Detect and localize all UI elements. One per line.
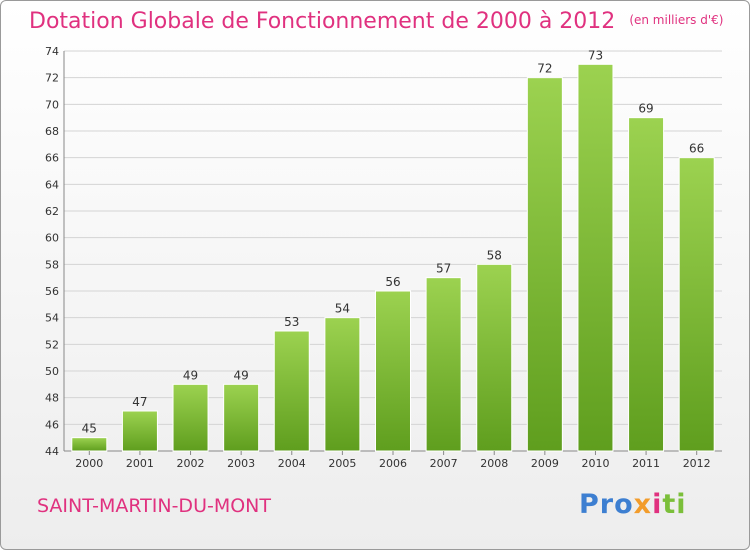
y-tick-label: 74 bbox=[45, 45, 59, 58]
bar-2002 bbox=[172, 383, 209, 452]
proxiti-logo: Proxiti bbox=[579, 489, 687, 520]
y-tick-label: 72 bbox=[45, 72, 59, 85]
y-tick-label: 60 bbox=[45, 232, 59, 245]
x-tick-label: 2011 bbox=[632, 457, 660, 470]
data-label-2004: 53 bbox=[284, 315, 299, 329]
bar-2006 bbox=[375, 290, 411, 452]
chart-title-text: Dotation Globale de Fonctionnement de 20… bbox=[29, 9, 616, 34]
chart-subtitle: (en milliers d'€) bbox=[629, 13, 724, 27]
y-tick-label: 58 bbox=[45, 258, 59, 271]
x-tick-label: 2001 bbox=[126, 457, 154, 470]
y-tick-label: 64 bbox=[45, 178, 59, 191]
bar-2012 bbox=[678, 157, 715, 452]
y-tick-label: 70 bbox=[45, 98, 59, 111]
y-tick-label: 52 bbox=[45, 338, 59, 351]
x-tick-label: 2010 bbox=[581, 457, 609, 470]
data-label-2006: 56 bbox=[385, 275, 400, 289]
place-name: SAINT-MARTIN-DU-MONT bbox=[37, 495, 271, 517]
bar-2000 bbox=[71, 437, 108, 452]
data-label-2009: 72 bbox=[537, 62, 552, 76]
data-label-2005: 54 bbox=[335, 302, 350, 316]
y-tick-label: 44 bbox=[45, 445, 59, 458]
x-tick-label: 2012 bbox=[683, 457, 711, 470]
bar-2008 bbox=[476, 263, 513, 452]
data-label-2011: 69 bbox=[638, 102, 653, 116]
bar-2004 bbox=[273, 330, 310, 452]
y-tick-label: 62 bbox=[45, 205, 59, 218]
data-label-2012: 66 bbox=[689, 142, 704, 156]
x-tick-label: 2008 bbox=[480, 457, 508, 470]
x-tick-label: 2003 bbox=[227, 457, 255, 470]
data-label-2010: 73 bbox=[588, 48, 603, 62]
bar-2001 bbox=[121, 410, 158, 452]
y-tick-label: 46 bbox=[45, 418, 59, 431]
x-tick-label: 2005 bbox=[328, 457, 356, 470]
data-label-2002: 49 bbox=[183, 368, 198, 382]
data-label-2008: 58 bbox=[487, 248, 502, 262]
data-label-2007: 57 bbox=[436, 262, 451, 276]
y-tick-label: 50 bbox=[45, 365, 59, 378]
bar-2009 bbox=[526, 77, 563, 452]
x-tick-label: 2002 bbox=[177, 457, 205, 470]
y-tick-label: 54 bbox=[45, 312, 59, 325]
data-label-2003: 49 bbox=[234, 368, 249, 382]
chart-title: Dotation Globale de Fonctionnement de 20… bbox=[29, 9, 723, 34]
bar-2005 bbox=[324, 317, 361, 452]
bars bbox=[71, 63, 715, 452]
y-tick-label: 48 bbox=[45, 392, 59, 405]
x-tick-label: 2004 bbox=[278, 457, 306, 470]
y-tick-label: 68 bbox=[45, 125, 59, 138]
bar-2010 bbox=[577, 63, 614, 452]
bar-2003 bbox=[223, 383, 260, 452]
x-tick-label: 2000 bbox=[75, 457, 103, 470]
x-tick-label: 2007 bbox=[430, 457, 458, 470]
y-axis-ticks: 44 46 48 50 52 54 56 58 60 62 64 66 68 70 72 74 bbox=[45, 45, 59, 458]
x-axis-ticks: 2000 2001 2002 2003 2004 2005 2006 2007 2008 2009… bbox=[75, 451, 711, 470]
x-tick-label: 2009 bbox=[531, 457, 559, 470]
x-tick-label: 2006 bbox=[379, 457, 407, 470]
y-tick-label: 56 bbox=[45, 285, 59, 298]
data-labels: 45 47 49 49 53 54 56 57 58 72 73 69 66 bbox=[82, 48, 705, 435]
data-label-2000: 45 bbox=[82, 422, 97, 436]
data-label-2001: 47 bbox=[132, 395, 147, 409]
y-tick-label: 66 bbox=[45, 152, 59, 165]
bar-2007 bbox=[425, 277, 462, 452]
bar-2011 bbox=[628, 117, 665, 452]
